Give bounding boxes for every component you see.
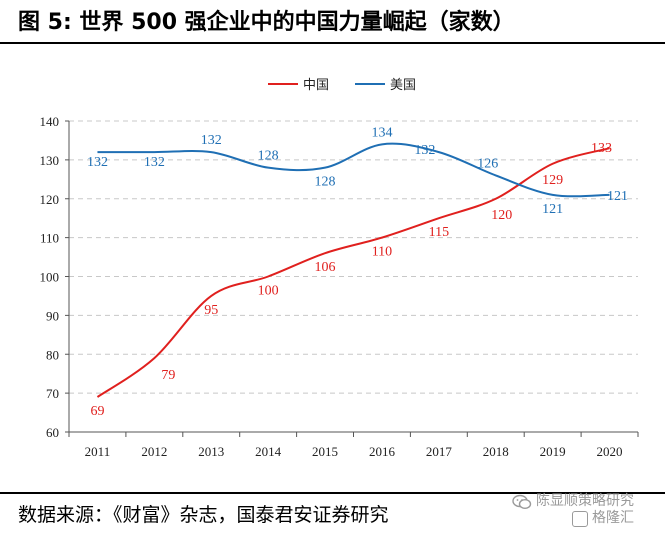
watermark: 陈显顺策略研究 格隆汇	[512, 493, 634, 527]
y-tick-label: 70	[46, 386, 59, 401]
data-label: 126	[477, 156, 498, 171]
source-note: 数据来源：《财富》杂志，国泰君安证券研究	[18, 504, 389, 526]
legend-label: 美国	[390, 78, 416, 93]
watermark-text-1: 陈显顺策略研究	[536, 493, 634, 509]
gelonghui-logo-icon	[572, 510, 588, 527]
data-label: 121	[542, 202, 563, 217]
figure-title: 图 5: 世界 500 强企业中的中国力量崛起（家数）	[18, 10, 515, 35]
bottom-rule	[0, 492, 665, 494]
y-tick-label: 100	[40, 270, 60, 285]
top-rule	[0, 42, 665, 44]
data-label: 132	[414, 143, 435, 158]
data-label: 106	[315, 260, 336, 275]
watermark-row-2: 格隆汇	[512, 510, 634, 527]
data-label: 134	[371, 125, 392, 140]
legend-label: 中国	[303, 78, 329, 93]
data-label: 110	[372, 245, 392, 260]
y-tick-label: 110	[40, 231, 59, 246]
x-tick-label: 2012	[141, 444, 167, 459]
y-tick-label: 140	[40, 114, 60, 129]
x-tick-label: 2020	[597, 444, 623, 459]
data-label: 132	[144, 155, 165, 170]
data-label: 100	[258, 284, 279, 299]
wechat-icon	[512, 494, 532, 509]
series-line-china	[96, 147, 610, 398]
x-tick-label: 2019	[540, 444, 566, 459]
data-label: 128	[315, 175, 336, 190]
y-tick-label: 120	[40, 192, 60, 207]
x-tick-label: 2014	[255, 444, 282, 459]
data-label: 133	[591, 141, 612, 156]
data-label: 132	[201, 133, 222, 148]
y-tick-label: 90	[46, 308, 59, 323]
data-label: 121	[607, 189, 628, 204]
data-label: 132	[87, 155, 108, 170]
data-label: 120	[491, 208, 512, 223]
y-tick-label: 60	[46, 425, 59, 440]
y-tick-label: 130	[40, 153, 60, 168]
x-tick-label: 2015	[312, 444, 338, 459]
x-tick-label: 2018	[483, 444, 509, 459]
watermark-text-2: 格隆汇	[592, 510, 634, 526]
data-label: 79	[161, 368, 175, 383]
x-tick-label: 2011	[85, 444, 111, 459]
series-line-usa	[97, 142, 610, 198]
x-tick-label: 2017	[426, 444, 453, 459]
line-chart: 60 70 80 90 100 110 120 130 140 2011 2012 2013 2014 2…	[40, 78, 639, 459]
y-tick-label: 80	[46, 347, 59, 362]
x-tick-label: 2013	[198, 444, 224, 459]
data-label: 129	[542, 173, 563, 188]
data-label: 115	[429, 225, 449, 240]
x-tick-label: 2016	[369, 444, 396, 459]
data-label: 69	[90, 404, 104, 419]
data-label: 95	[204, 303, 218, 318]
watermark-row-1: 陈显顺策略研究	[512, 493, 634, 510]
data-label: 128	[258, 149, 279, 164]
